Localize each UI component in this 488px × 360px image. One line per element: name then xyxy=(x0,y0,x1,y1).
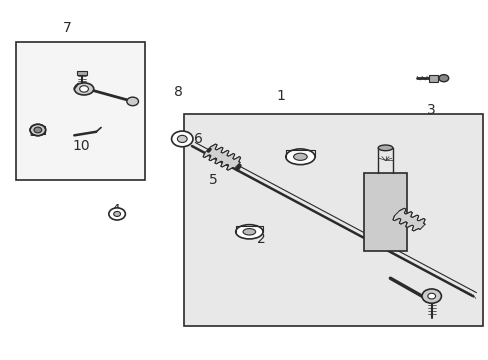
Text: 2: 2 xyxy=(257,232,265,246)
Text: 4: 4 xyxy=(111,203,120,217)
Ellipse shape xyxy=(80,86,88,92)
Text: 8: 8 xyxy=(174,85,183,99)
Bar xyxy=(363,173,407,251)
Ellipse shape xyxy=(243,229,255,235)
Text: 9: 9 xyxy=(28,125,38,139)
Ellipse shape xyxy=(126,97,138,106)
Ellipse shape xyxy=(30,124,45,136)
Ellipse shape xyxy=(377,145,392,151)
Bar xyxy=(183,114,482,327)
Ellipse shape xyxy=(438,75,448,82)
Text: 5: 5 xyxy=(208,173,217,187)
Ellipse shape xyxy=(235,225,263,239)
Bar xyxy=(77,71,87,75)
Ellipse shape xyxy=(285,149,314,165)
Polygon shape xyxy=(203,144,240,170)
Ellipse shape xyxy=(177,135,187,143)
Ellipse shape xyxy=(114,211,120,216)
Polygon shape xyxy=(392,208,424,231)
Ellipse shape xyxy=(427,293,435,299)
Ellipse shape xyxy=(421,289,441,303)
Ellipse shape xyxy=(171,131,193,147)
Text: 6: 6 xyxy=(193,132,203,146)
Text: 7: 7 xyxy=(62,21,71,35)
Ellipse shape xyxy=(109,208,125,220)
Text: 10: 10 xyxy=(73,139,90,153)
Ellipse shape xyxy=(34,127,41,133)
Text: 1: 1 xyxy=(276,89,285,103)
Bar xyxy=(31,126,44,134)
Text: 3: 3 xyxy=(427,103,435,117)
Bar xyxy=(16,42,144,180)
Ellipse shape xyxy=(74,83,94,95)
Bar xyxy=(428,75,437,82)
Ellipse shape xyxy=(293,153,306,160)
